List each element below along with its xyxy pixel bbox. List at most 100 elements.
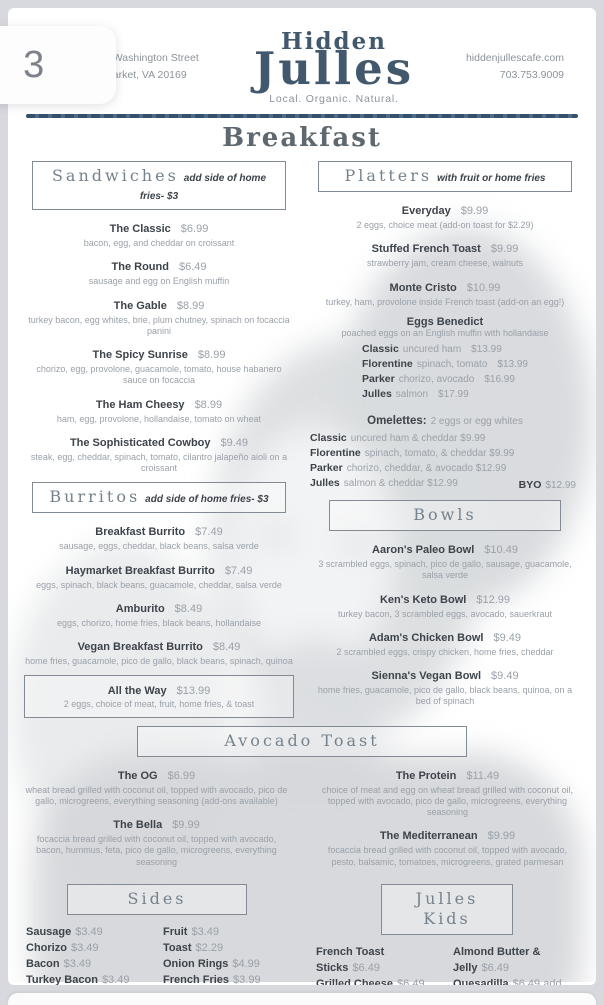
menu-item-name: Parker (362, 373, 395, 385)
menu-item: Everyday $9.99 2 eggs, choice meat (add-o… (310, 201, 580, 231)
menu-item-price: $8.49 (174, 602, 203, 615)
menu-item-header: Breakfast Burrito $7.49 (24, 522, 294, 540)
menu-item-name: Fruit (163, 925, 188, 938)
menu-item-desc: chorizo, avocado (398, 374, 475, 385)
kids-col-2: Almond Butter & Jelly $6.49 Quesadilla $6.… (453, 944, 578, 985)
menu-item: French Toast Sticks $6.49 (316, 944, 441, 976)
masthead: 0 Washington Street market, VA 20169 Hid… (24, 18, 580, 105)
menu-item-name: The Sophisticated Cowboy (69, 436, 211, 449)
menu-item-price: $3.99 (233, 973, 261, 985)
photo-counter-badge: f 3 (0, 26, 116, 104)
eggs-benedict-items: Classic uncured ham $13.99 Florentine spina… (362, 342, 528, 402)
menu-item: Quesadilla$6.49 add meat for $1.99 (453, 976, 578, 985)
address-line-1: 0 Washington Street (104, 52, 199, 65)
sandwiches-title: Sandwiches (51, 166, 179, 185)
menu-item-name: Toast (163, 941, 192, 954)
menu-item: Grilled Cheese $6.49 (316, 976, 441, 985)
menu-item-desc: home fries, guacamole, pico de gallo, bl… (25, 656, 293, 666)
avocado-toast-columns: The OG $6.99 wheat bread grilled with coc… (24, 766, 580, 876)
menu-item-name: Onion Rings (163, 957, 229, 970)
sides-col-2: Fruit $3.49 Toast $2.29 Onion Rings $4.99 F… (163, 924, 288, 985)
menu-item-name: Parker (310, 462, 343, 474)
menu-item: Classic uncured ham & cheddar $9.99 (310, 431, 580, 446)
next-page-edge (8, 993, 596, 1005)
bowls-title: Bowls (413, 505, 477, 524)
menu-item-desc: focaccia bread grilled with coconut oil,… (327, 845, 568, 867)
menu-item-price: $9.99 (487, 830, 516, 843)
menu-item-name: The Bella (113, 819, 163, 831)
omelettes-header: Omelettes: 2 eggs or egg whites (310, 411, 580, 429)
restaurant-contact: hiddenjullescafe.com 703.753.9009 (414, 50, 578, 83)
avocado-toast-section: Avocado Toast The OG $6.99 wheat bread gr… (24, 725, 580, 876)
menu-item-header: The Ham Cheesy $8.99 (24, 395, 294, 413)
menu-item-name: The Protein (395, 769, 457, 782)
kids-header: Julles Kids (381, 883, 513, 935)
menu-item-desc: chorizo, egg, provolone, guacamole, toma… (36, 364, 282, 386)
menu-item-header: Adam's Chicken Bowl $9.49 (310, 628, 580, 646)
menu-item-name: French Fries (163, 973, 230, 985)
menu-item-desc: spinach, tomato (416, 359, 488, 370)
menu-item-desc: 2 eggs, choice of meat, fruit, home frie… (63, 699, 255, 710)
restaurant-logo: Hidden Julles Local. Organic. Natural. (254, 28, 414, 105)
menu-item-price: $6.49 (397, 977, 425, 985)
omelettes-items: Classic uncured ham & cheddar $9.99 Flore… (310, 431, 580, 491)
menu-item-name: Almond Butter & Jelly (453, 945, 541, 974)
menu-content: 0 Washington Street market, VA 20169 Hid… (8, 8, 596, 985)
menu-item-name: The Round (111, 261, 169, 274)
menu-item-name: French Toast Sticks (316, 945, 385, 974)
menu-item-price: $2.29 (195, 941, 224, 954)
menu-item-header: Vegan Breakfast Burrito $8.49 (24, 637, 294, 655)
menu-item-desc: 3 scrambled eggs, spinach, pico de gallo… (318, 559, 572, 581)
all-the-way-box: All the Way $13.99 2 eggs, choice of meat… (24, 675, 294, 718)
menu-item: Julles salmon $17.99 (362, 387, 528, 402)
sides-col-1: Sausage $3.49 Chorizo $3.49 Bacon $3.49 Tur… (26, 924, 151, 985)
menu-item: The Bella $9.99 focaccia bread grilled wi… (24, 815, 289, 868)
menu-item-price: $16.99 (484, 374, 515, 385)
menu-item-header: The Spicy Sunrise $8.99 (24, 345, 294, 363)
menu-item-header: Monte Cristo $10.99 (310, 278, 580, 296)
menu-item: Breakfast Burrito $7.49 sausage, eggs, ch… (24, 522, 294, 552)
menu-item: Aaron's Paleo Bowl $10.49 3 scrambled egg… (310, 540, 580, 582)
menu-item: Monte Cristo $10.99 turkey, ham, provolon… (310, 278, 580, 308)
sandwiches-header: Sandwiches add side of home fries- $3 (32, 161, 286, 210)
menu-page: 0 Washington Street market, VA 20169 Hid… (8, 8, 596, 985)
menu-item-name: Sienna's Vegan Bowl (371, 670, 482, 682)
burritos-header: Burritos add side of home fries- $3 (32, 482, 286, 514)
sandwiches-subtitle: add side of home fries- $3 (139, 173, 267, 202)
kids-col-1: French Toast Sticks $6.49 Grilled Cheese $… (316, 944, 441, 985)
menu-item-desc: eggs, chorizo, home fries, black beans, … (56, 617, 262, 628)
menu-item-name: The OG (117, 769, 158, 782)
menu-item-header: Haymarket Breakfast Burrito $7.49 (24, 561, 294, 579)
menu-item-header: Stuffed French Toast $9.99 (310, 239, 580, 257)
menu-item-header: The Sophisticated Cowboy $9.49 (24, 433, 294, 451)
menu-item-price: $17.99 (438, 389, 469, 400)
menu-item-desc: turkey bacon, egg whites, brie, plum chu… (28, 314, 290, 336)
menu-item-header: All the Way $13.99 (33, 681, 285, 699)
menu-item-header: Amburito $8.49 (24, 599, 294, 617)
menu-item-price: $3.49 (75, 925, 103, 938)
sides-header: Sides (67, 883, 247, 915)
menu-item: Almond Butter & Jelly $6.49 (453, 944, 578, 976)
menu-item: Ken's Keto Bowl $12.99 turkey bacon, 3 sc… (310, 590, 580, 620)
menu-item-name: Classic (362, 343, 399, 355)
menu-item-name: The Spicy Sunrise (92, 349, 188, 361)
menu-item-desc: 2 eggs, choice meat (add-on toast for $2… (356, 220, 534, 230)
menu-item-price: $3.49 (63, 957, 92, 970)
menu-item: The Gable $8.99 turkey bacon, egg whites,… (24, 296, 294, 338)
menu-item-name: All the Way (107, 685, 167, 698)
menu-item-price: $10.99 (466, 281, 501, 294)
menu-item-name: The Ham Cheesy (95, 398, 185, 411)
menu-item-name: Sausage (26, 925, 72, 938)
menu-item-price: $10.49 (484, 544, 518, 556)
avocado-right-items: The Protein $11.49 choice of meat and egg… (315, 766, 580, 876)
menu-item-price: $3.49 (191, 925, 219, 938)
menu-item: Florentine spinach, tomato, & cheddar $9.… (310, 446, 580, 461)
menu-item-price: $8.99 (194, 398, 223, 411)
menu-item: The Classic $6.99 bacon, egg, and cheddar… (24, 219, 294, 249)
platters-title: Platters (344, 166, 433, 185)
menu-item-name: Adam's Chicken Bowl (368, 631, 484, 644)
avocado-toast-header: Avocado Toast (137, 725, 467, 757)
platters-subtitle: with fruit or home fries (437, 173, 546, 184)
menu-item-name: Haymarket Breakfast Burrito (65, 564, 215, 577)
menu-item-desc: salmon & cheddar (343, 478, 425, 489)
